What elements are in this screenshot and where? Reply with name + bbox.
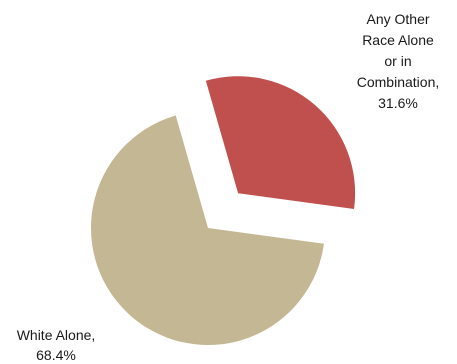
slice-label-line: 68.4% (36, 347, 76, 363)
slice-label-line: or in (384, 53, 411, 69)
pie-slice-white-alone (91, 115, 324, 346)
slice-label-line: Race Alone (362, 32, 434, 48)
slice-label-line: White Alone, (17, 327, 96, 343)
slice-label-line: Combination, (357, 74, 440, 90)
slice-label-line: 31.6% (378, 95, 418, 111)
slice-label-white-alone: White Alone, 68.4% (17, 327, 96, 363)
slice-label-other-race: Any Other Race Alone or in Combination, 31.6… (357, 11, 440, 111)
slice-label-line: Any Other (366, 11, 429, 27)
pie-slice-other-race (205, 76, 356, 210)
slice-labels: Any Other Race Alone or in Combination, 31.6… (17, 11, 440, 363)
pie-slices (91, 76, 356, 346)
